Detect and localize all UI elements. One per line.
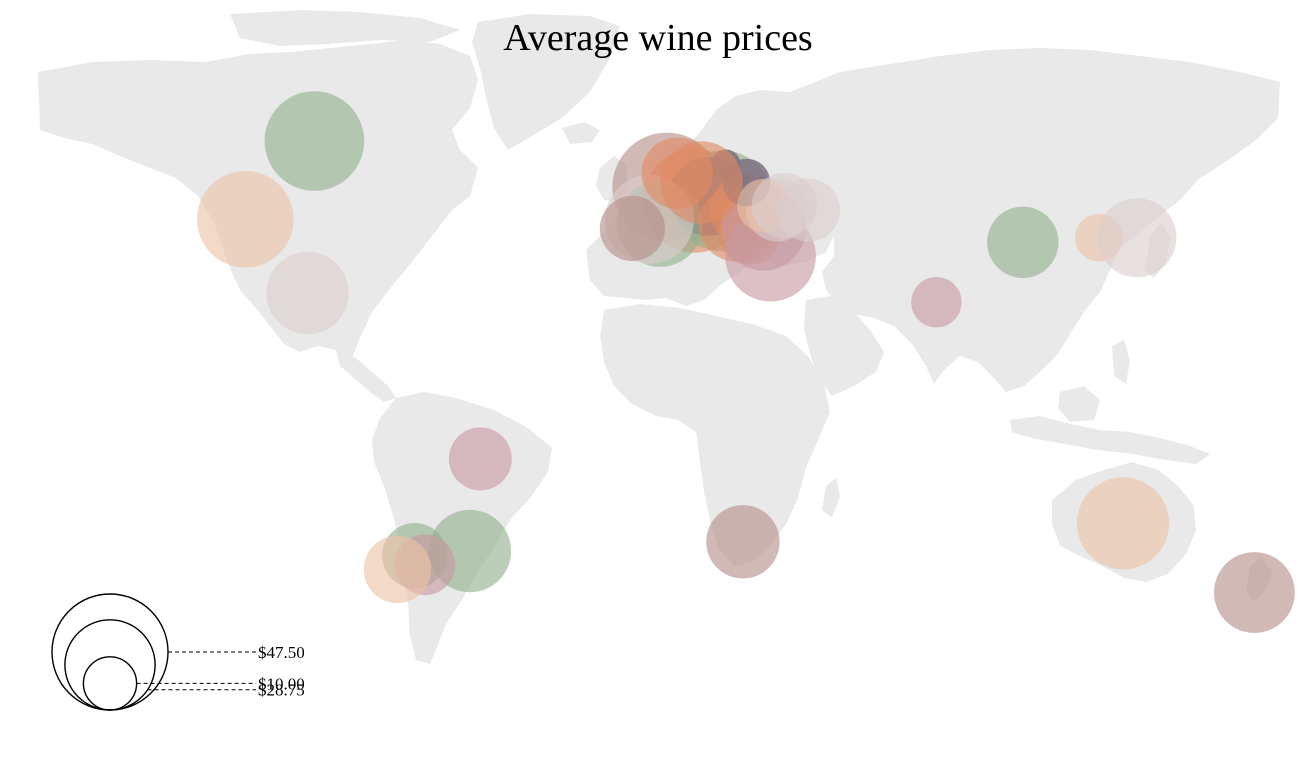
price-bubble <box>660 141 743 224</box>
legend-label: $28.75 <box>258 681 305 700</box>
price-bubble <box>1214 552 1295 633</box>
price-bubbles <box>197 91 1295 633</box>
legend-label: $47.50 <box>258 643 305 662</box>
land-philippines <box>1112 340 1130 384</box>
legend-circle <box>64 619 156 711</box>
price-bubble <box>777 178 841 242</box>
land-arabia <box>804 296 884 396</box>
land-africa <box>600 304 830 566</box>
price-bubble <box>264 91 365 191</box>
price-bubble <box>1076 477 1170 570</box>
price-bubble <box>1097 198 1177 278</box>
legend-label: $10.00 <box>258 674 305 693</box>
price-bubble <box>987 206 1059 278</box>
price-bubble <box>911 277 962 328</box>
land-central-america <box>336 350 396 402</box>
size-legend: $47.50 $28.75$10.00 <box>51 593 305 711</box>
land-indonesia <box>1010 416 1210 464</box>
price-bubble <box>448 427 512 491</box>
price-bubble <box>363 535 432 604</box>
land-arctic-islands <box>230 10 460 46</box>
map-title: Average wine prices <box>503 17 812 59</box>
price-bubble <box>266 251 349 335</box>
land-borneo <box>1058 386 1100 422</box>
price-bubble <box>706 505 780 579</box>
land-greenland <box>472 14 620 150</box>
legend-circle <box>82 656 138 711</box>
land-iceland <box>562 122 600 144</box>
legend-circle <box>51 593 169 711</box>
price-bubble <box>197 171 294 268</box>
land-layer <box>38 10 1280 664</box>
price-bubble <box>599 195 666 262</box>
land-madagascar <box>822 478 840 518</box>
